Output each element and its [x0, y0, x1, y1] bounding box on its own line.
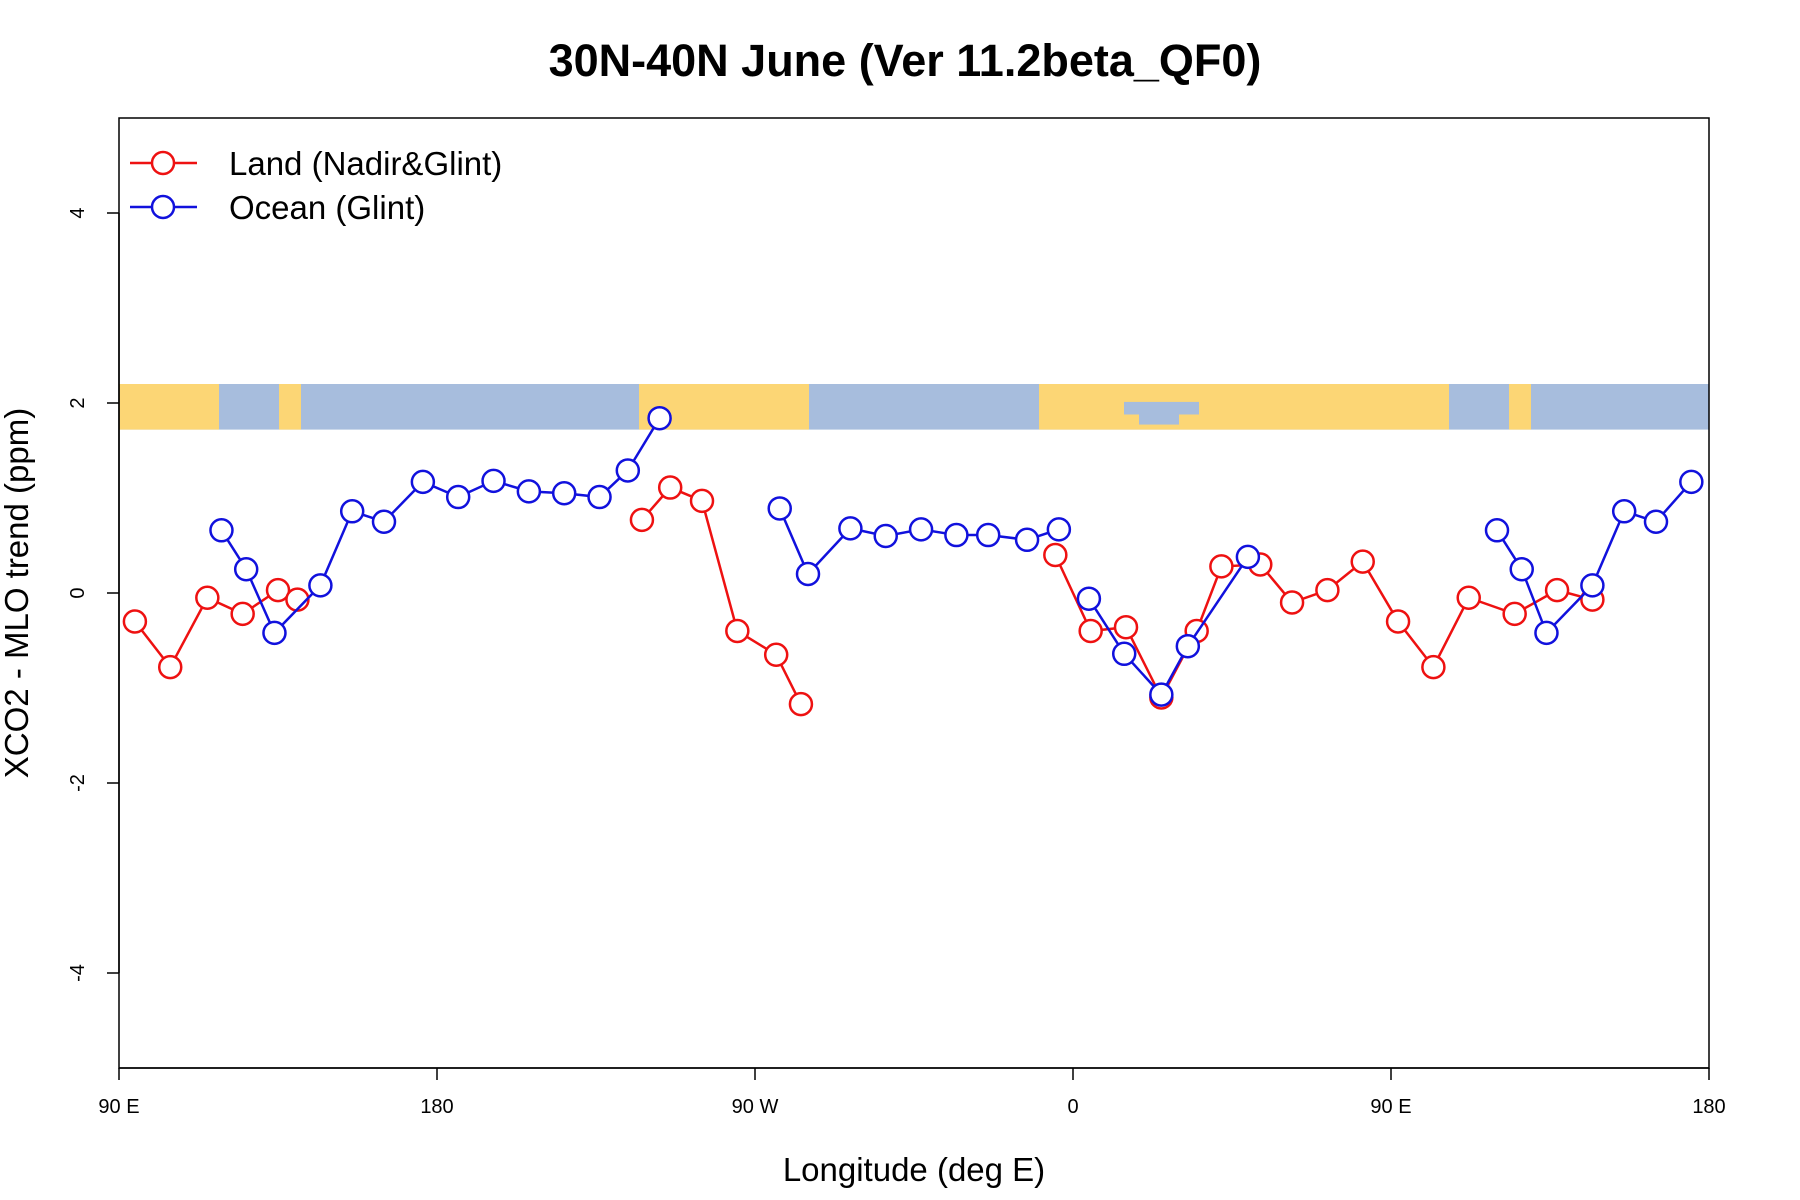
series-line-land: [1054, 554, 1593, 701]
data-point-ocean: [1235, 544, 1261, 570]
data-point-ocean: [1534, 620, 1559, 646]
data-point-land: [725, 618, 750, 644]
x-tick-label: 180: [1692, 1096, 1725, 1118]
data-point-ocean: [410, 469, 436, 495]
data-point-land: [657, 475, 683, 500]
legend-marker-land: [150, 150, 176, 176]
data-point-land: [1502, 601, 1527, 627]
data-point-ocean: [873, 523, 898, 549]
data-point-ocean: [647, 405, 672, 431]
data-point-ocean: [481, 468, 506, 494]
data-point-ocean: [339, 499, 365, 524]
x-axis-label: Longitude (deg E): [783, 1151, 1045, 1188]
legend-marker-ocean: [150, 194, 176, 220]
y-axis-label: XCO2 - MLO trend (ppm): [0, 408, 35, 778]
data-point-land: [1279, 590, 1305, 615]
data-point-land: [1043, 542, 1068, 568]
legend-item-land: Land (Nadir&Glint): [130, 145, 502, 182]
data-point-ocean: [551, 481, 577, 506]
x-tick-label: 90 E: [1370, 1096, 1411, 1118]
y-tick-label: -2: [67, 774, 89, 792]
data-point-land: [265, 577, 291, 603]
data-point-ocean: [944, 522, 969, 548]
series-ocean: [209, 405, 1704, 707]
data-point-ocean: [1484, 518, 1510, 543]
data-point-ocean: [1580, 573, 1605, 598]
y-axis: -4 -2 0 2 4: [67, 207, 120, 982]
x-tick-label: 90 W: [732, 1096, 779, 1118]
legend-item-ocean: Ocean (Glint): [130, 189, 425, 226]
data-point-ocean: [308, 573, 333, 598]
data-point-land: [1113, 614, 1139, 640]
y-tick-label: 2: [67, 397, 89, 408]
data-point-land: [230, 601, 255, 627]
data-point-land: [689, 488, 715, 514]
map-strip: [119, 384, 1709, 430]
data-point-ocean: [975, 522, 1001, 548]
y-tick-label: 4: [67, 207, 89, 218]
data-point-ocean: [838, 516, 863, 541]
data-point-land: [1209, 554, 1234, 579]
data-point-ocean: [795, 561, 821, 587]
data-point-ocean: [209, 518, 234, 543]
data-point-land: [763, 642, 789, 667]
data-point-land: [1421, 654, 1446, 680]
x-tick-label: 180: [420, 1096, 453, 1118]
land-japan: [279, 384, 301, 430]
data-point-land: [1350, 549, 1375, 574]
y-tick-label: -4: [67, 964, 89, 982]
data-point-ocean: [1046, 517, 1072, 542]
data-point-ocean: [1076, 586, 1102, 611]
data-point-land: [1385, 609, 1411, 634]
data-point-ocean: [262, 620, 287, 646]
data-point-ocean: [1611, 499, 1637, 524]
chart-title: 30N-40N June (Ver 11.2beta_QF0): [549, 35, 1262, 86]
legend-label-land: Land (Nadir&Glint): [229, 145, 502, 182]
data-point-land: [1078, 618, 1103, 644]
data-point-land: [1456, 585, 1481, 610]
data-point-ocean: [1149, 682, 1174, 707]
land-asia-east: [119, 384, 219, 430]
data-point-ocean: [908, 517, 934, 542]
data-point-ocean: [1509, 557, 1534, 582]
data-point-ocean: [767, 496, 792, 521]
data-point-ocean: [1679, 469, 1704, 495]
data-point-ocean: [233, 557, 259, 582]
aegean: [1139, 411, 1179, 425]
data-point-ocean: [1111, 641, 1137, 667]
map-ocean: [119, 384, 1709, 430]
data-point-ocean: [445, 484, 471, 510]
data-point-ocean: [1643, 509, 1669, 534]
data-point-ocean: [587, 484, 612, 510]
legend-label-ocean: Ocean (Glint): [229, 189, 425, 226]
series-layer: [122, 405, 1704, 717]
data-point-land: [1315, 577, 1340, 603]
legend: Land (Nadir&Glint) Ocean (Glint): [130, 145, 502, 226]
data-point-ocean: [615, 458, 641, 483]
mediterranean: [1124, 401, 1199, 415]
land-japan-repeat: [1509, 384, 1531, 430]
data-point-land: [1544, 577, 1570, 603]
data-point-land: [157, 654, 183, 680]
data-point-land: [195, 585, 220, 610]
land-eurasia-africa: [1039, 384, 1449, 430]
data-point-land: [629, 507, 655, 533]
x-tick-label: 0: [1067, 1096, 1078, 1118]
data-point-land: [122, 609, 148, 634]
y-tick-label: 0: [67, 587, 89, 598]
data-point-ocean: [1175, 633, 1201, 659]
data-point-ocean: [371, 509, 397, 534]
x-axis: 90 E 180 90 W 0 90 E 180: [98, 1067, 1726, 1118]
data-point-land: [788, 691, 814, 717]
data-point-ocean: [1014, 527, 1040, 553]
x-tick-label: 90 E: [98, 1096, 139, 1118]
data-point-ocean: [516, 479, 542, 504]
